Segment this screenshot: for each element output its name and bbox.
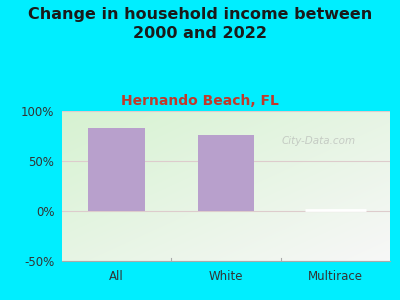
Text: Change in household income between
2000 and 2022: Change in household income between 2000 … bbox=[28, 8, 372, 41]
Text: Hernando Beach, FL: Hernando Beach, FL bbox=[121, 94, 279, 109]
Text: City-Data.com: City-Data.com bbox=[282, 136, 356, 146]
Bar bbox=[88, 128, 145, 211]
Bar bbox=[198, 135, 254, 211]
